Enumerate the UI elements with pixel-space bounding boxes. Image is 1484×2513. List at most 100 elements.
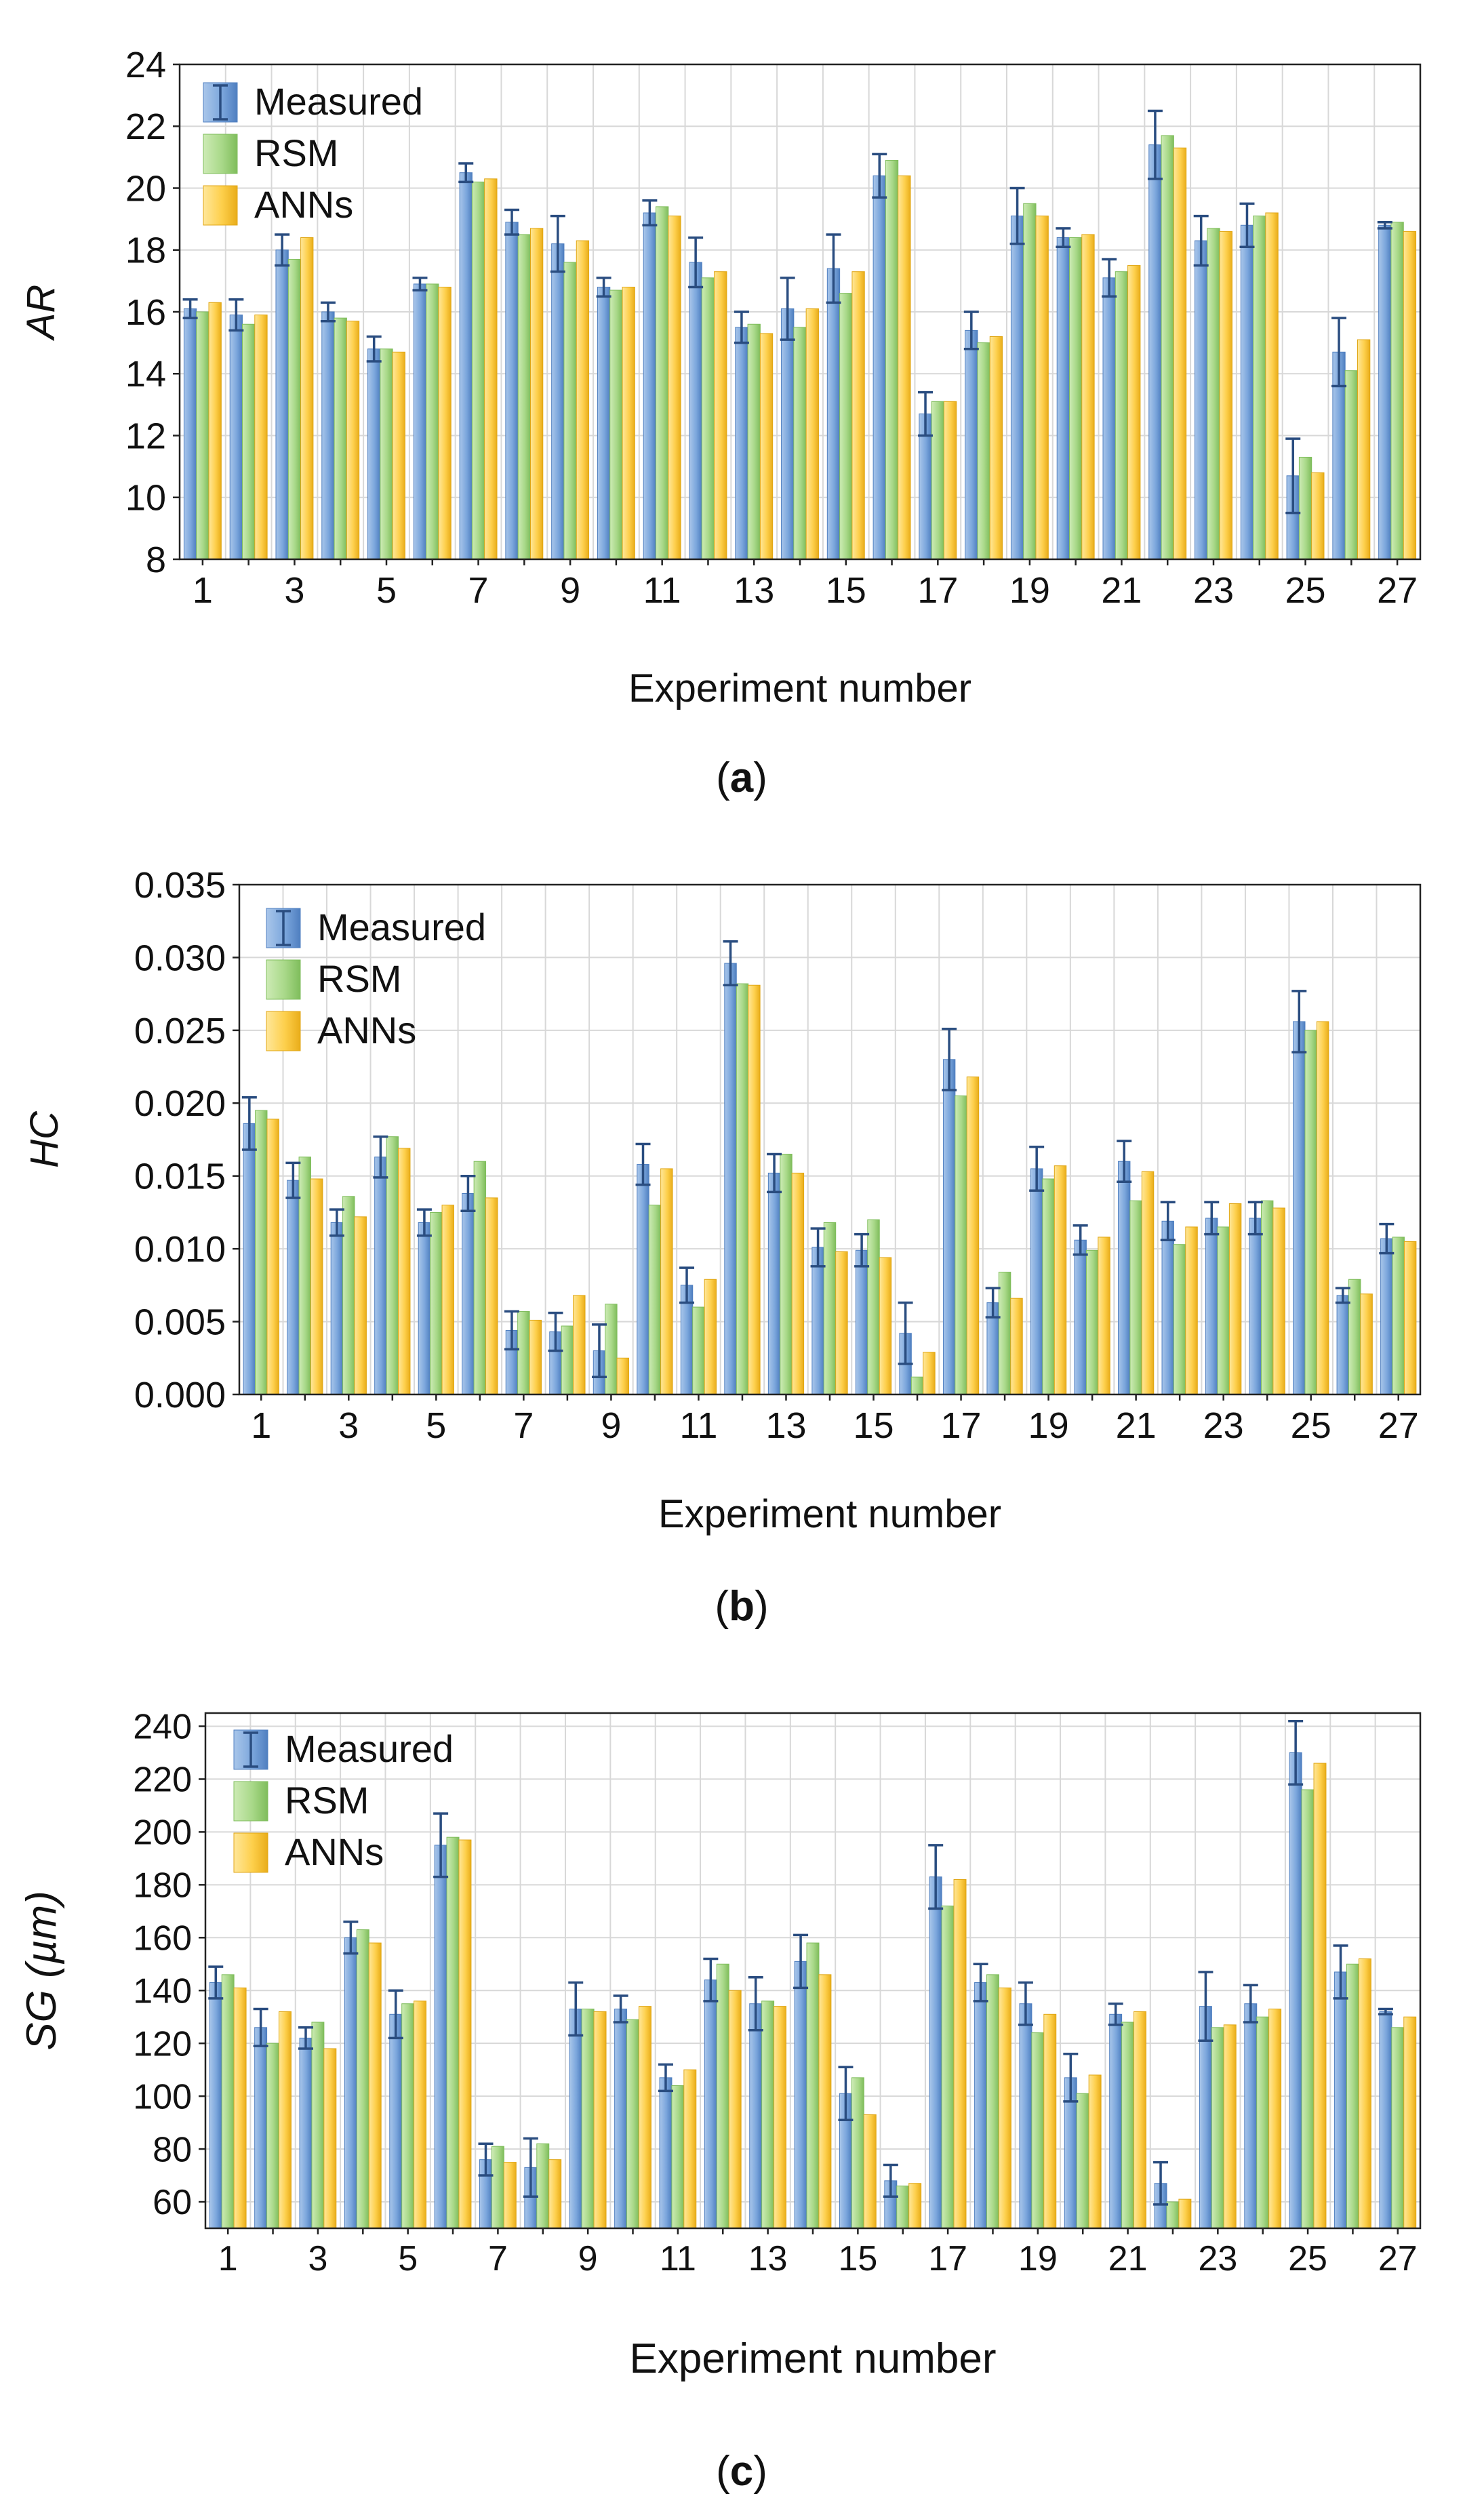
- errorbar-4: [373, 1135, 388, 1179]
- series-measured: [209, 1752, 1392, 2229]
- bar-anns-7: [484, 178, 498, 560]
- bar-anns-17: [943, 401, 957, 560]
- x-tick-label: 1: [251, 1405, 271, 1446]
- errorbar-5: [416, 1208, 432, 1237]
- bar-rsm-10: [626, 2019, 639, 2229]
- bar-measured-15: [826, 268, 841, 560]
- errorbar-22: [1147, 109, 1163, 180]
- bar-anns-21: [1141, 1171, 1155, 1395]
- errorbar-23: [1198, 1971, 1214, 2043]
- errorbar-4: [343, 1921, 359, 1955]
- errorbar-7: [458, 162, 474, 184]
- legend-label-measured: Measured: [317, 906, 486, 948]
- bar-measured-3: [299, 2037, 313, 2229]
- errorbar-8: [504, 208, 520, 236]
- bar-anns-20: [1088, 2074, 1102, 2229]
- bar-rsm-8: [561, 1325, 574, 1395]
- x-tick-label: 27: [1378, 1405, 1419, 1446]
- bar-anns-12: [728, 1990, 742, 2229]
- errorbar-6: [460, 1174, 476, 1213]
- y-axis-label: SG (µm): [18, 1891, 65, 2050]
- bar-rsm-13: [761, 2001, 775, 2229]
- y-tick-label: 0.010: [134, 1229, 226, 1270]
- bar-rsm-2: [242, 323, 256, 560]
- y-tick-label: 22: [125, 106, 166, 147]
- bar-measured-18: [974, 1982, 988, 2229]
- bar-rsm-20: [1069, 237, 1083, 560]
- legend-label-anns: ANNs: [254, 183, 353, 226]
- errorbar-25: [1288, 1719, 1304, 1786]
- x-tick-label: 1: [218, 2239, 238, 2278]
- bar-rsm-9: [581, 2009, 595, 2229]
- bar-measured-6: [462, 1192, 475, 1395]
- errorbar-15: [826, 233, 841, 304]
- bar-rsm-11: [656, 206, 669, 560]
- bar-measured-12: [724, 963, 737, 1395]
- x-tick-label: 21: [1108, 2239, 1148, 2278]
- bar-anns-13: [774, 2006, 787, 2229]
- errorbar-26: [1333, 1944, 1348, 2000]
- bar-rsm-9: [605, 1304, 618, 1395]
- bar-anns-3: [300, 237, 314, 560]
- bar-anns-1: [266, 1119, 279, 1395]
- bar-measured-5: [418, 1222, 431, 1395]
- bar-rsm-26: [1344, 370, 1358, 560]
- x-tick-label: 27: [1378, 2239, 1418, 2278]
- bars: [243, 963, 1417, 1395]
- bar-anns-2: [254, 315, 268, 560]
- bar-measured-27: [1380, 1238, 1393, 1395]
- x-tick-label: 3: [338, 1405, 359, 1446]
- bar-anns-25: [1316, 1021, 1329, 1395]
- bar-anns-20: [1098, 1237, 1110, 1395]
- bar-anns-13: [759, 333, 774, 560]
- errorbar-10: [613, 1994, 628, 2024]
- bar-measured-13: [749, 2003, 763, 2229]
- legend-swatch-anns: [233, 1832, 268, 1873]
- panel-caption-c: (c): [716, 2448, 767, 2495]
- errorbar-1: [208, 1965, 224, 2000]
- bar-anns-10: [660, 1168, 673, 1395]
- bar-rsm-7: [517, 1311, 530, 1395]
- bar-rsm-2: [266, 2043, 280, 2229]
- errorbar-25: [1291, 990, 1307, 1053]
- legend-item-measured: Measured: [203, 80, 423, 123]
- y-tick-label: 0.005: [134, 1302, 226, 1342]
- bar-rsm-21: [1121, 2022, 1135, 2229]
- errorbar-14: [793, 1933, 809, 1990]
- errorbar-1: [182, 298, 198, 319]
- bar-anns-6: [485, 1197, 498, 1395]
- bar-measured-22: [1148, 144, 1162, 560]
- x-tick-label: 25: [1291, 1405, 1331, 1446]
- bar-anns-18: [998, 1987, 1011, 2229]
- errorbar-13: [748, 1975, 763, 2032]
- bar-measured-8: [505, 222, 519, 560]
- y-tick-label: 18: [125, 230, 166, 271]
- errorbar-20: [1056, 227, 1071, 248]
- errorbar-7: [504, 1310, 519, 1351]
- errorbar-17: [918, 390, 934, 437]
- y-tick-label: 0.000: [134, 1375, 226, 1415]
- x-tick-label: 7: [488, 2239, 508, 2278]
- errorbar-6: [433, 1812, 449, 1878]
- errorbar-12: [688, 236, 704, 289]
- gridlines: [239, 884, 1420, 1395]
- y-tick-label: 240: [133, 1708, 192, 1747]
- bar-anns-7: [503, 2162, 517, 2229]
- bar-anns-18: [1010, 1298, 1023, 1395]
- x-tick-label: 23: [1193, 570, 1234, 611]
- bar-rsm-1: [196, 311, 209, 560]
- bar-rsm-22: [1173, 1244, 1186, 1395]
- y-tick-label: 0.020: [134, 1083, 226, 1124]
- errorbar-24: [1243, 1984, 1258, 2024]
- bar-anns-22: [1178, 2198, 1192, 2229]
- bar-measured-2: [254, 2027, 268, 2229]
- bar-rsm-27: [1392, 1237, 1405, 1395]
- bar-anns-12: [748, 984, 761, 1395]
- bar-anns-21: [1134, 2011, 1146, 2229]
- x-tick-label: 15: [826, 570, 866, 611]
- bar-rsm-26: [1348, 1279, 1361, 1395]
- bar-measured-19: [1010, 216, 1024, 560]
- bar-rsm-17: [955, 1095, 967, 1395]
- svg-text:(a): (a): [716, 755, 767, 801]
- x-tick-label: 17: [941, 1405, 982, 1446]
